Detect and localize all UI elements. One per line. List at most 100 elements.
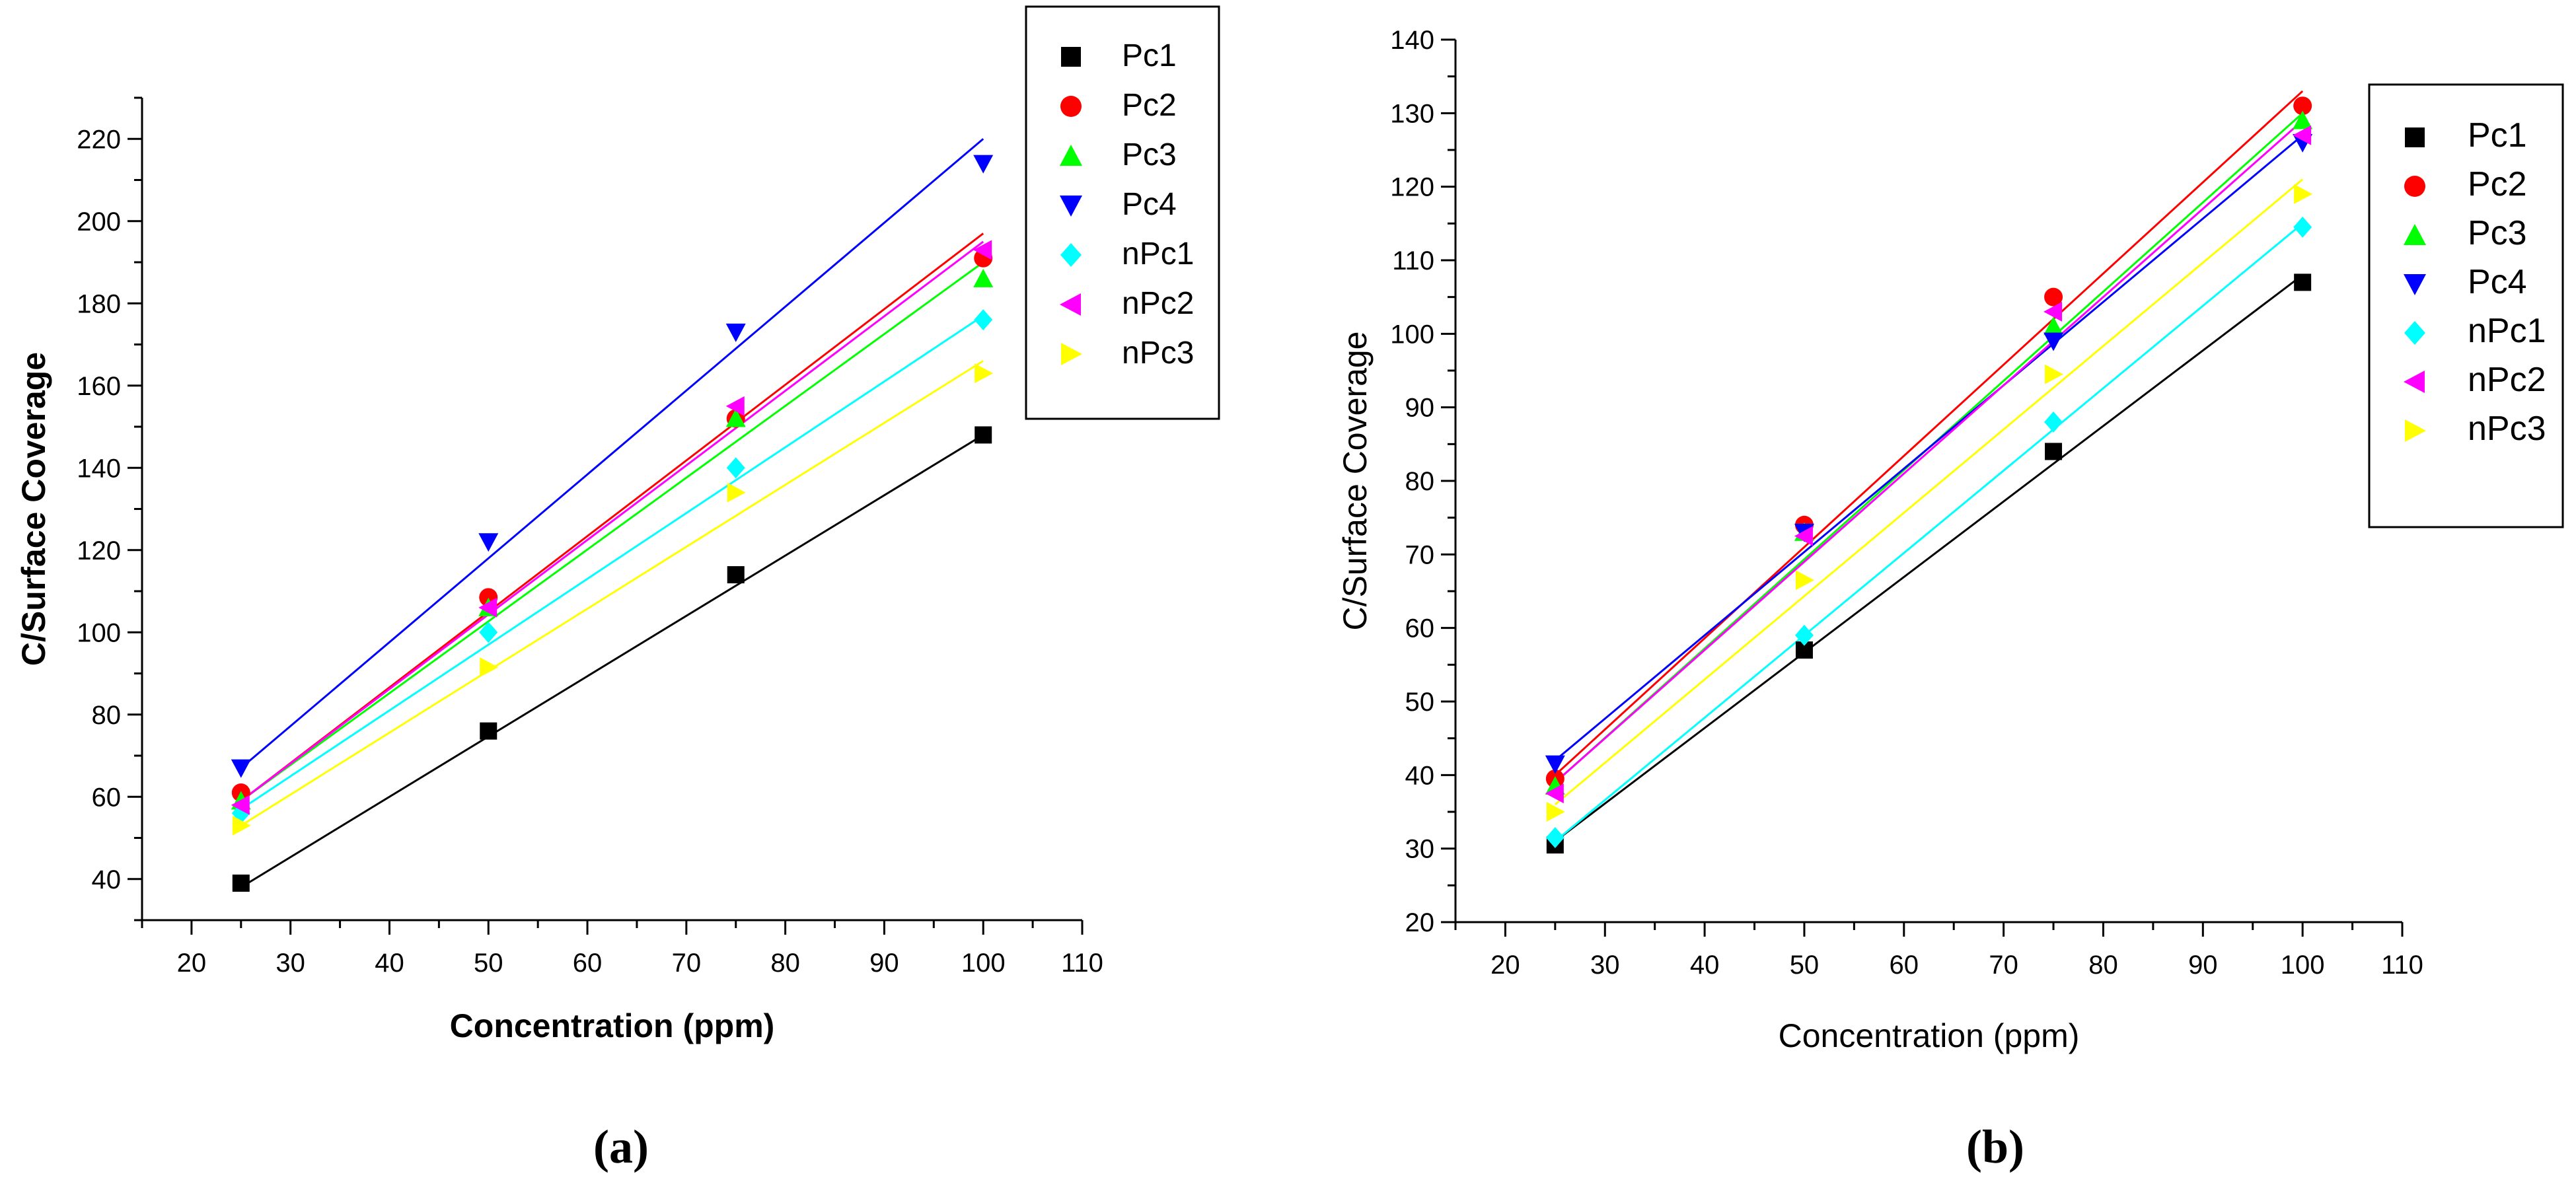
legend-box bbox=[1025, 5, 1220, 420]
data-point-pc4 bbox=[231, 759, 251, 778]
y-tick-label: 200 bbox=[77, 207, 121, 236]
data-point-npc2 bbox=[2043, 301, 2063, 322]
y-tick-label: 140 bbox=[1390, 26, 1434, 55]
fit-line-pc1 bbox=[240, 434, 984, 888]
fit-line-pc2 bbox=[1554, 90, 2304, 776]
data-point-npc1 bbox=[1794, 624, 1814, 646]
data-point-npc2 bbox=[725, 396, 745, 416]
x-tick-label: 50 bbox=[474, 949, 503, 978]
data-point-npc2 bbox=[2293, 125, 2312, 145]
data-point-pc2 bbox=[2044, 287, 2063, 306]
legend-marker-pc2 bbox=[1060, 96, 1082, 117]
fit-line-npc3 bbox=[240, 360, 984, 827]
y-axis-title: C/Surface Coverage bbox=[15, 352, 52, 666]
legend-box bbox=[2368, 83, 2564, 528]
x-tick-label: 80 bbox=[770, 949, 800, 978]
legend-marker-npc3 bbox=[2405, 419, 2426, 442]
legend-label-npc1: nPc1 bbox=[1122, 236, 1194, 271]
fit-line-npc2 bbox=[1554, 120, 2304, 783]
x-tick-label: 60 bbox=[573, 949, 603, 978]
legend-label-npc3: nPc3 bbox=[2468, 410, 2546, 448]
data-point-npc3 bbox=[480, 657, 499, 678]
x-tick-label: 60 bbox=[1890, 951, 1919, 980]
fit-line-npc2 bbox=[240, 240, 984, 802]
data-point-npc3 bbox=[1795, 570, 1814, 591]
legend-marker-pc4 bbox=[1060, 196, 1082, 217]
data-point-pc4 bbox=[1545, 755, 1565, 774]
y-tick-label: 110 bbox=[1392, 246, 1434, 275]
data-point-npc3 bbox=[727, 482, 746, 503]
x-tick-label: 80 bbox=[2088, 951, 2118, 980]
x-tick-label: 90 bbox=[869, 949, 899, 978]
x-tick-label: 70 bbox=[1989, 951, 2018, 980]
data-point-npc1 bbox=[2044, 411, 2063, 433]
x-tick-label: 70 bbox=[672, 949, 702, 978]
legend-label-npc2: nPc2 bbox=[2468, 361, 2546, 399]
y-tick-label: 100 bbox=[1390, 320, 1434, 349]
y-tick-label: 120 bbox=[77, 536, 121, 565]
data-point-npc3 bbox=[1546, 802, 1565, 822]
legend-marker-pc4 bbox=[2404, 274, 2426, 295]
x-tick-label: 20 bbox=[177, 949, 207, 978]
data-point-pc1 bbox=[2045, 443, 2063, 460]
legend-marker-npc3 bbox=[1061, 343, 1082, 365]
legend-label-pc4: Pc4 bbox=[2468, 263, 2527, 301]
legend-label-pc2: Pc2 bbox=[2468, 165, 2527, 203]
y-tick-label: 40 bbox=[1405, 761, 1435, 790]
legend-label-npc3: nPc3 bbox=[1122, 336, 1194, 371]
data-point-npc1 bbox=[479, 622, 498, 643]
legend-label-pc2: Pc2 bbox=[1122, 88, 1177, 123]
y-tick-label: 120 bbox=[1390, 173, 1434, 202]
fit-line-pc3 bbox=[240, 261, 984, 802]
data-point-pc1 bbox=[727, 566, 745, 584]
data-point-npc1 bbox=[974, 309, 993, 331]
x-axis-title: Concentration (ppm) bbox=[450, 1007, 775, 1044]
data-point-npc2 bbox=[231, 795, 250, 815]
x-tick-label: 40 bbox=[1690, 951, 1720, 980]
data-point-pc4 bbox=[2043, 332, 2064, 351]
y-tick-label: 160 bbox=[77, 372, 121, 401]
panel-label: (a) bbox=[593, 1120, 649, 1173]
y-tick-label: 20 bbox=[1405, 908, 1435, 937]
legend-marker-npc2 bbox=[1060, 293, 1081, 316]
x-tick-label: 30 bbox=[1590, 951, 1620, 980]
legend-label-pc4: Pc4 bbox=[1122, 187, 1177, 222]
y-tick-label: 30 bbox=[1405, 835, 1435, 864]
data-point-npc2 bbox=[973, 240, 992, 260]
y-tick-label: 60 bbox=[92, 783, 122, 812]
data-point-pc1 bbox=[2294, 273, 2312, 291]
x-tick-label: 100 bbox=[961, 949, 1006, 978]
y-tick-label: 60 bbox=[1405, 614, 1435, 643]
data-point-npc2 bbox=[478, 597, 497, 618]
legend-marker-pc1 bbox=[1061, 47, 1081, 67]
data-point-pc3 bbox=[973, 268, 994, 287]
y-tick-label: 130 bbox=[1390, 99, 1434, 128]
data-point-pc3 bbox=[725, 408, 746, 427]
y-tick-label: 80 bbox=[1405, 467, 1435, 496]
legend-marker-pc3 bbox=[2404, 224, 2426, 245]
chart-panel-a: 20 30 40 50 60 70 80 90 100 110 40 60 80 100 120 140 160… bbox=[15, 5, 1220, 1173]
x-axis-title: Concentration (ppm) bbox=[1779, 1017, 2080, 1054]
legend-marker-npc2 bbox=[2404, 371, 2425, 393]
legend-label-pc1: Pc1 bbox=[1122, 38, 1177, 73]
panel-label: (b) bbox=[1966, 1120, 2024, 1173]
chart-panel-b: 20 30 40 50 60 70 80 90 100 110 20 30 40 50 60 70 80 90 10… bbox=[1337, 26, 2564, 1173]
data-point-pc1 bbox=[975, 426, 992, 444]
data-point-npc2 bbox=[1545, 783, 1564, 804]
data-point-npc1 bbox=[726, 457, 745, 479]
y-tick-label: 180 bbox=[77, 289, 121, 318]
data-point-pc4 bbox=[725, 323, 746, 342]
x-tick-label: 20 bbox=[1490, 951, 1520, 980]
fit-line-pc4 bbox=[1554, 134, 2304, 762]
fit-line-npc1 bbox=[1554, 223, 2304, 842]
data-point-npc3 bbox=[2294, 184, 2313, 204]
data-point-pc3 bbox=[2293, 110, 2313, 129]
y-tick-label: 50 bbox=[1405, 688, 1435, 717]
x-tick-label: 100 bbox=[2281, 951, 2325, 980]
data-point-npc3 bbox=[2045, 364, 2064, 384]
x-tick-label: 40 bbox=[375, 949, 404, 978]
x-tick-label: 110 bbox=[2381, 951, 2423, 980]
y-axis-title: C/Surface Coverage bbox=[1337, 331, 1374, 630]
data-point-npc1 bbox=[1545, 826, 1564, 848]
legend-marker-pc1 bbox=[2405, 127, 2425, 147]
